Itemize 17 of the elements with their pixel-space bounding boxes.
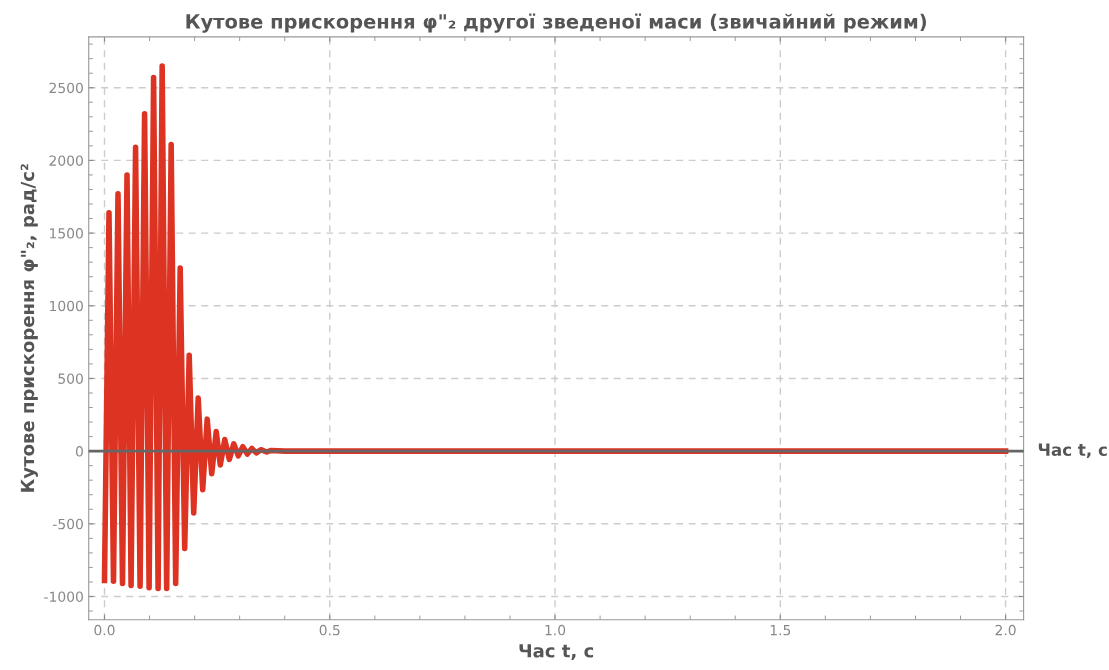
y-tick-label: 2500 [49,82,83,94]
y-tick-label: 500 [58,373,83,384]
x-tick-label: 1.5 [770,625,791,636]
x-tick-label: 1.0 [545,624,566,636]
y-tick-label: 1500 [50,228,83,239]
y-tick-label: 1000 [50,300,83,312]
y-tick-label: -1000 [44,591,83,602]
chart-title: Кутове прискорення φ"₂ другої зведеної маси (звичайний режим) [186,13,926,33]
ref-line-label: Час t, с [1038,443,1107,459]
y-tick-label: 0 [75,446,83,457]
x-axis-title: Час t, с [519,644,594,660]
x-tick-label: 0.0 [94,624,115,636]
x-tick-label: 0.5 [319,624,340,636]
x-tick-label: 2.0 [995,624,1016,636]
y-axis-title: Кутове прискорення φ"₂, рад/с² [20,164,38,492]
y-tick-label: 2000 [49,155,83,166]
y-tick-label: -500 [53,518,83,530]
